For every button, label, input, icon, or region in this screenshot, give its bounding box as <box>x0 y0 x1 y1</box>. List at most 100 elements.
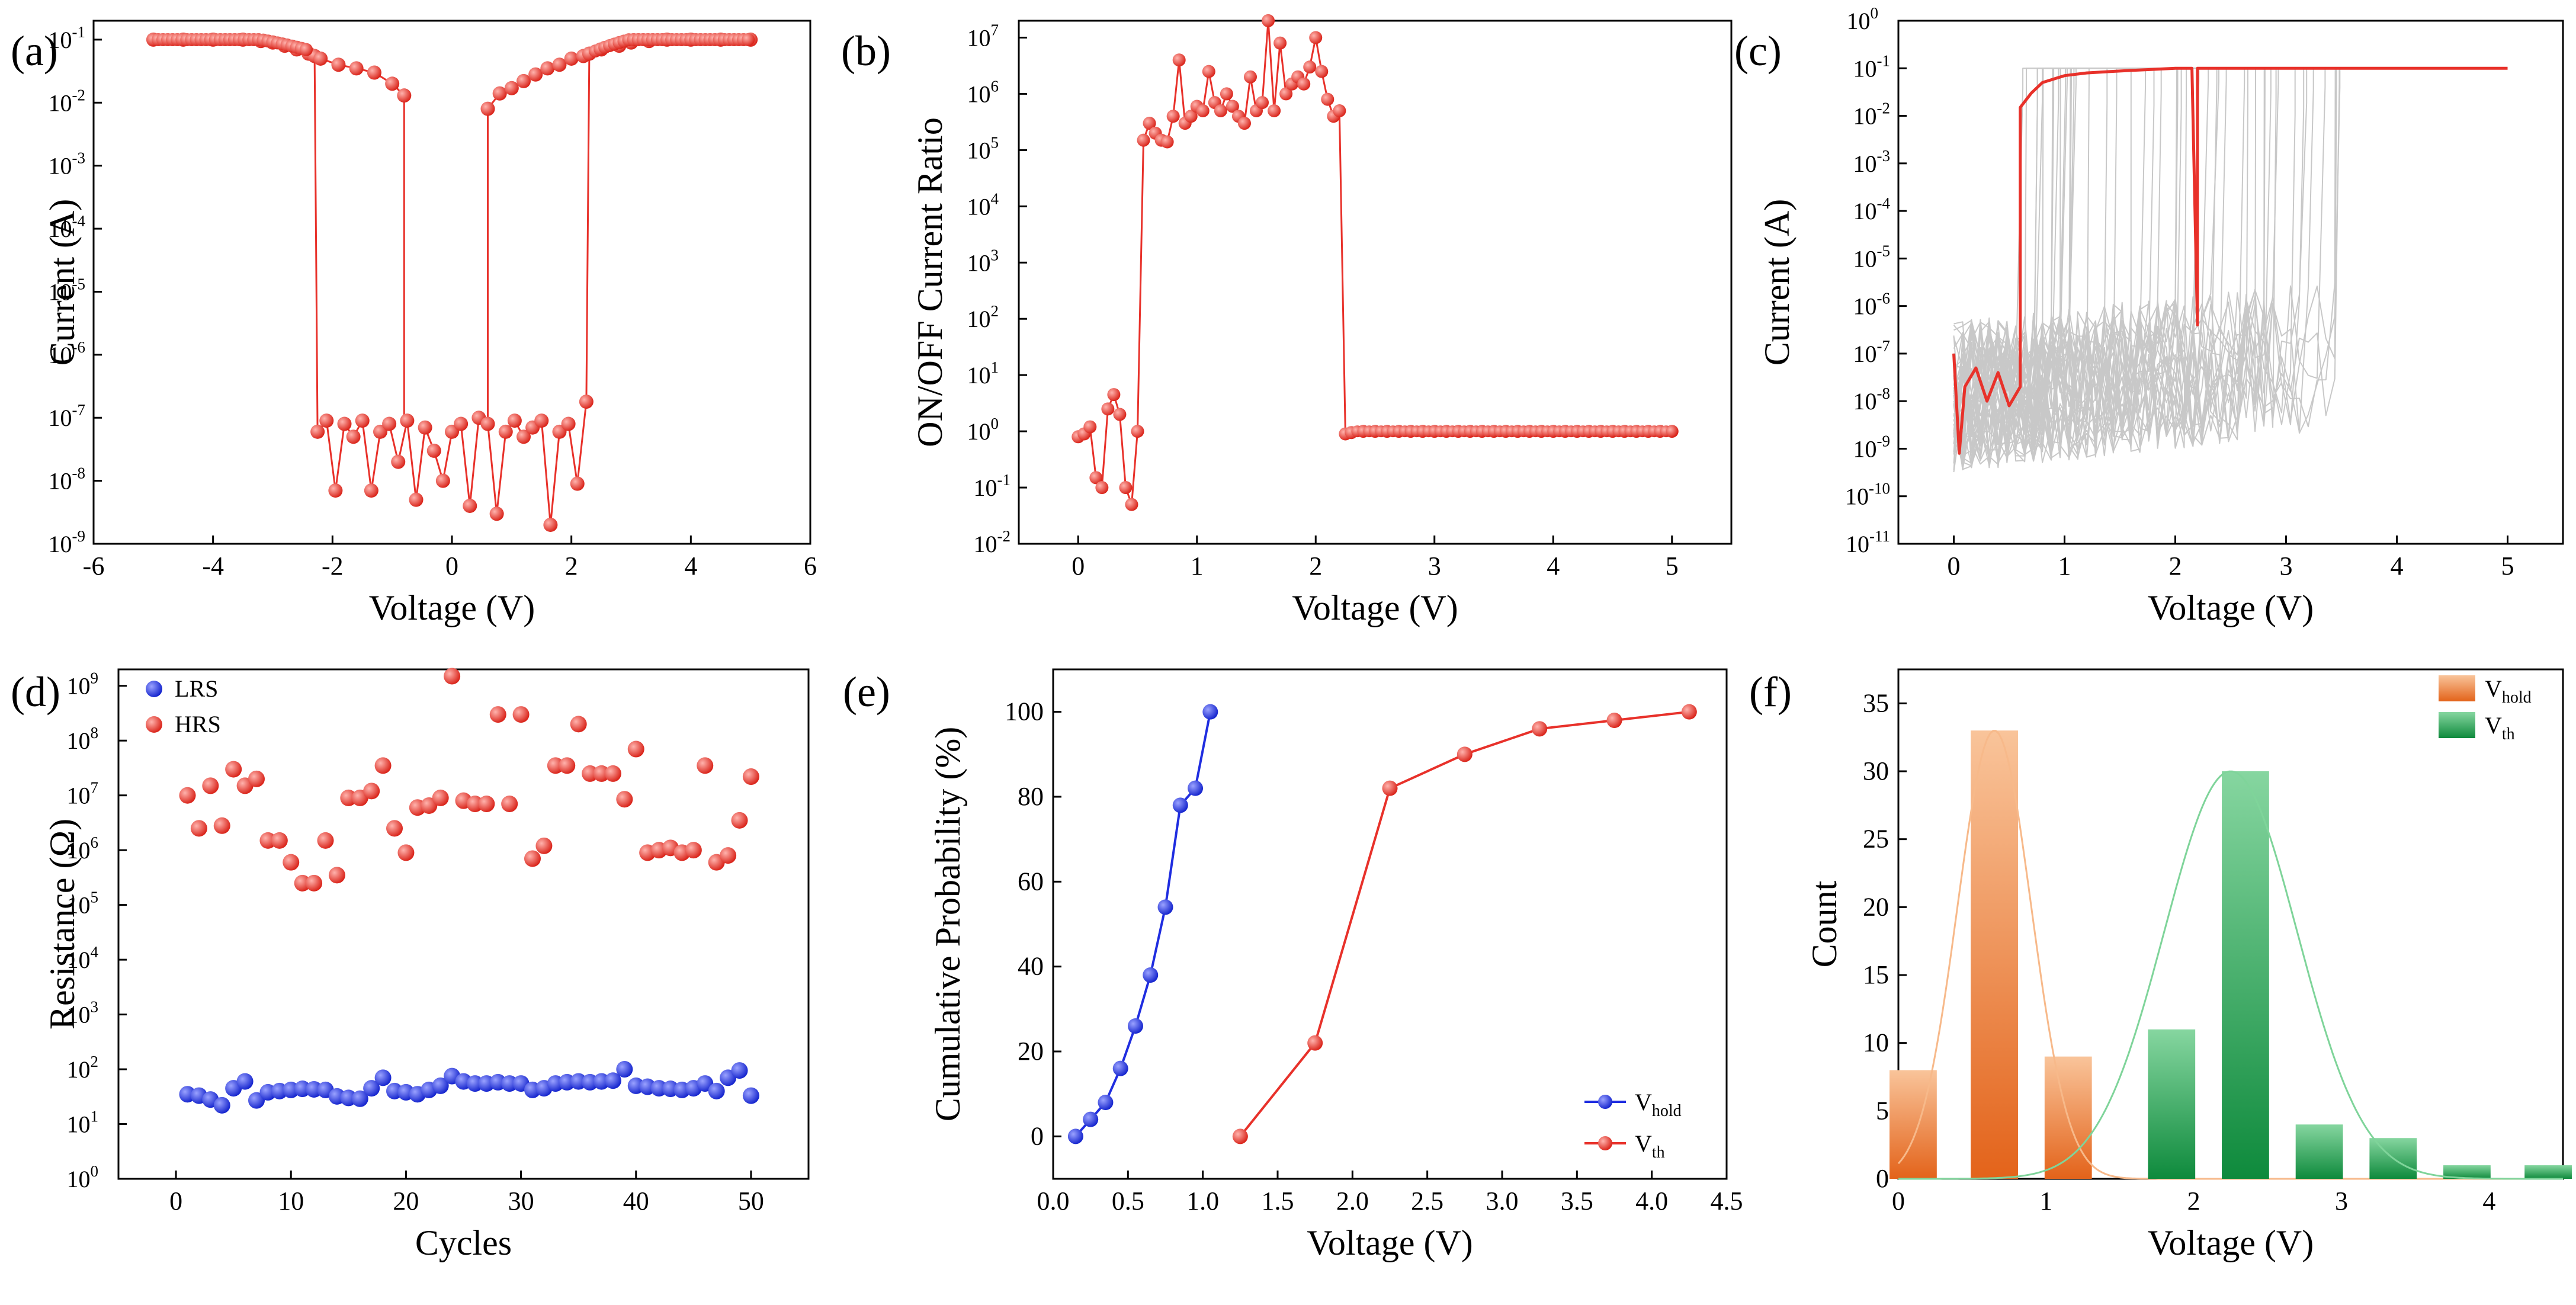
y-tick-label: 0 <box>1031 1121 1044 1150</box>
x-tick-label: -2 <box>322 552 344 581</box>
y-tick-label: 102 <box>67 1053 99 1083</box>
data-point <box>1184 110 1198 123</box>
lrs-point <box>616 1061 633 1078</box>
data-point <box>540 61 555 76</box>
panel-2: 0 1 2 3 4 5 10-2 10-1 100 101 102 103 104 105 106 107 Vo… <box>841 14 1733 627</box>
legend-marker-vth <box>1598 1136 1612 1150</box>
hrs-point <box>524 850 541 867</box>
hrs-point <box>570 716 587 733</box>
x-tick-label: -4 <box>202 552 224 581</box>
y-tick-label: 0 <box>1876 1164 1889 1193</box>
vhold-point <box>1143 967 1159 983</box>
highlight-line <box>1952 66 2508 455</box>
y-tick-label: 107 <box>967 21 999 51</box>
plot-frame <box>117 668 810 1180</box>
hrs-point <box>478 796 495 813</box>
x-tick-label: 40 <box>623 1187 649 1216</box>
cycle-line <box>1953 68 2501 455</box>
y-tick-label: 10-9 <box>1853 432 1891 462</box>
data-point <box>454 416 469 431</box>
data-point <box>299 43 313 56</box>
data-point <box>1321 92 1334 106</box>
data-point <box>517 429 531 444</box>
legend: LRS HRS <box>146 675 221 738</box>
data-point <box>1256 96 1269 110</box>
data-point <box>1262 14 1275 27</box>
x-axis-title: Voltage (V) <box>1307 1223 1473 1262</box>
data-point <box>1666 425 1678 438</box>
data-point <box>492 86 507 101</box>
y-tick-label: 108 <box>67 724 99 754</box>
hrs-point <box>444 668 461 685</box>
data-point <box>355 413 370 428</box>
x-tick-label: 3.0 <box>1486 1187 1519 1216</box>
legend-label-vhold: Vhold <box>1635 1089 1682 1120</box>
plot-frame <box>1018 20 1733 545</box>
hrs-point <box>225 761 242 778</box>
panel-3: 0 1 2 3 4 5 10-11 10-10 10-9 10-8 10-7 10-6 10-5 10-4… <box>1734 4 2564 627</box>
lrs-point <box>213 1096 230 1114</box>
y-tick-label: 10-3 <box>49 149 86 179</box>
data-point <box>328 483 343 498</box>
hrs-point <box>317 832 334 849</box>
vth-bar <box>2295 1124 2343 1179</box>
y-tick-label: 40 <box>1018 952 1044 981</box>
x-tick-label: 3 <box>2280 552 2293 581</box>
data-point <box>409 492 424 507</box>
hrs-point <box>512 706 530 723</box>
data-point <box>561 416 576 431</box>
x-tick-label: 0 <box>1072 552 1085 581</box>
lrs-point <box>248 1092 265 1109</box>
y-tick-label: 100 <box>1847 4 1879 34</box>
data-point <box>579 395 594 409</box>
data-point <box>1237 117 1251 130</box>
x-tick-label: 1 <box>1191 552 1204 581</box>
data-point <box>1143 117 1156 130</box>
data-point <box>367 65 381 80</box>
x-tick-label: 6 <box>804 552 817 581</box>
y-tick-label: 15 <box>1863 960 1889 989</box>
hrs-point <box>489 706 506 723</box>
x-tick-label: 2.5 <box>1411 1187 1443 1216</box>
x-axis-title: Cycles <box>415 1223 512 1262</box>
data-point <box>507 413 522 428</box>
hrs-point <box>271 832 288 849</box>
data-point <box>1101 402 1115 416</box>
y-tick-label: 10-8 <box>1853 384 1891 415</box>
x-axis-title: Voltage (V) <box>369 588 535 627</box>
y-tick-label: 10-5 <box>1853 242 1891 272</box>
x-axis-title: Voltage (V) <box>2148 1223 2314 1262</box>
legend-swatch-vhold <box>2439 675 2475 701</box>
y-tick-label: 10-11 <box>1846 527 1890 557</box>
hrs-point <box>501 796 518 813</box>
x-tick-label: 4 <box>1547 552 1560 581</box>
x-tick-label: 2 <box>565 552 578 581</box>
data-point <box>528 67 543 82</box>
x-tick-label: 3.5 <box>1561 1187 1593 1216</box>
panel-1: -6 -4 -2 0 2 4 6 10-9 10-8 10-7 10-6 10-5 10-4 10-3 10… <box>11 20 817 627</box>
vth-point <box>1532 721 1548 737</box>
data-point <box>391 454 406 469</box>
hrs-point <box>259 832 277 849</box>
data-point <box>463 498 477 513</box>
hrs-point <box>547 757 564 774</box>
panel-5: 0.0 0.5 1.0 1.5 2.0 2.5 3.0 3.5 4.0 4.5 0 20 40 60 80 1… <box>843 668 1743 1262</box>
lrs-point <box>708 1082 725 1099</box>
x-tick-label: 5 <box>2501 552 2514 581</box>
hrs-point <box>397 844 415 861</box>
legend-swatch-vth <box>2439 712 2475 738</box>
hrs-point <box>283 854 300 871</box>
data-point <box>1166 110 1180 123</box>
legend-marker-lrs <box>146 681 162 697</box>
hrs-point <box>616 791 633 808</box>
x-axis-title: Voltage (V) <box>2148 588 2314 627</box>
vth-point <box>1232 1128 1248 1144</box>
x-tick-label: 50 <box>738 1187 764 1216</box>
data-point <box>400 413 415 428</box>
data-point <box>1214 104 1227 118</box>
x-tick-label: 2 <box>2187 1187 2200 1216</box>
data-point <box>1083 420 1097 434</box>
panel-label: (e) <box>843 668 890 716</box>
x-tick-label: 1 <box>2039 1187 2052 1216</box>
